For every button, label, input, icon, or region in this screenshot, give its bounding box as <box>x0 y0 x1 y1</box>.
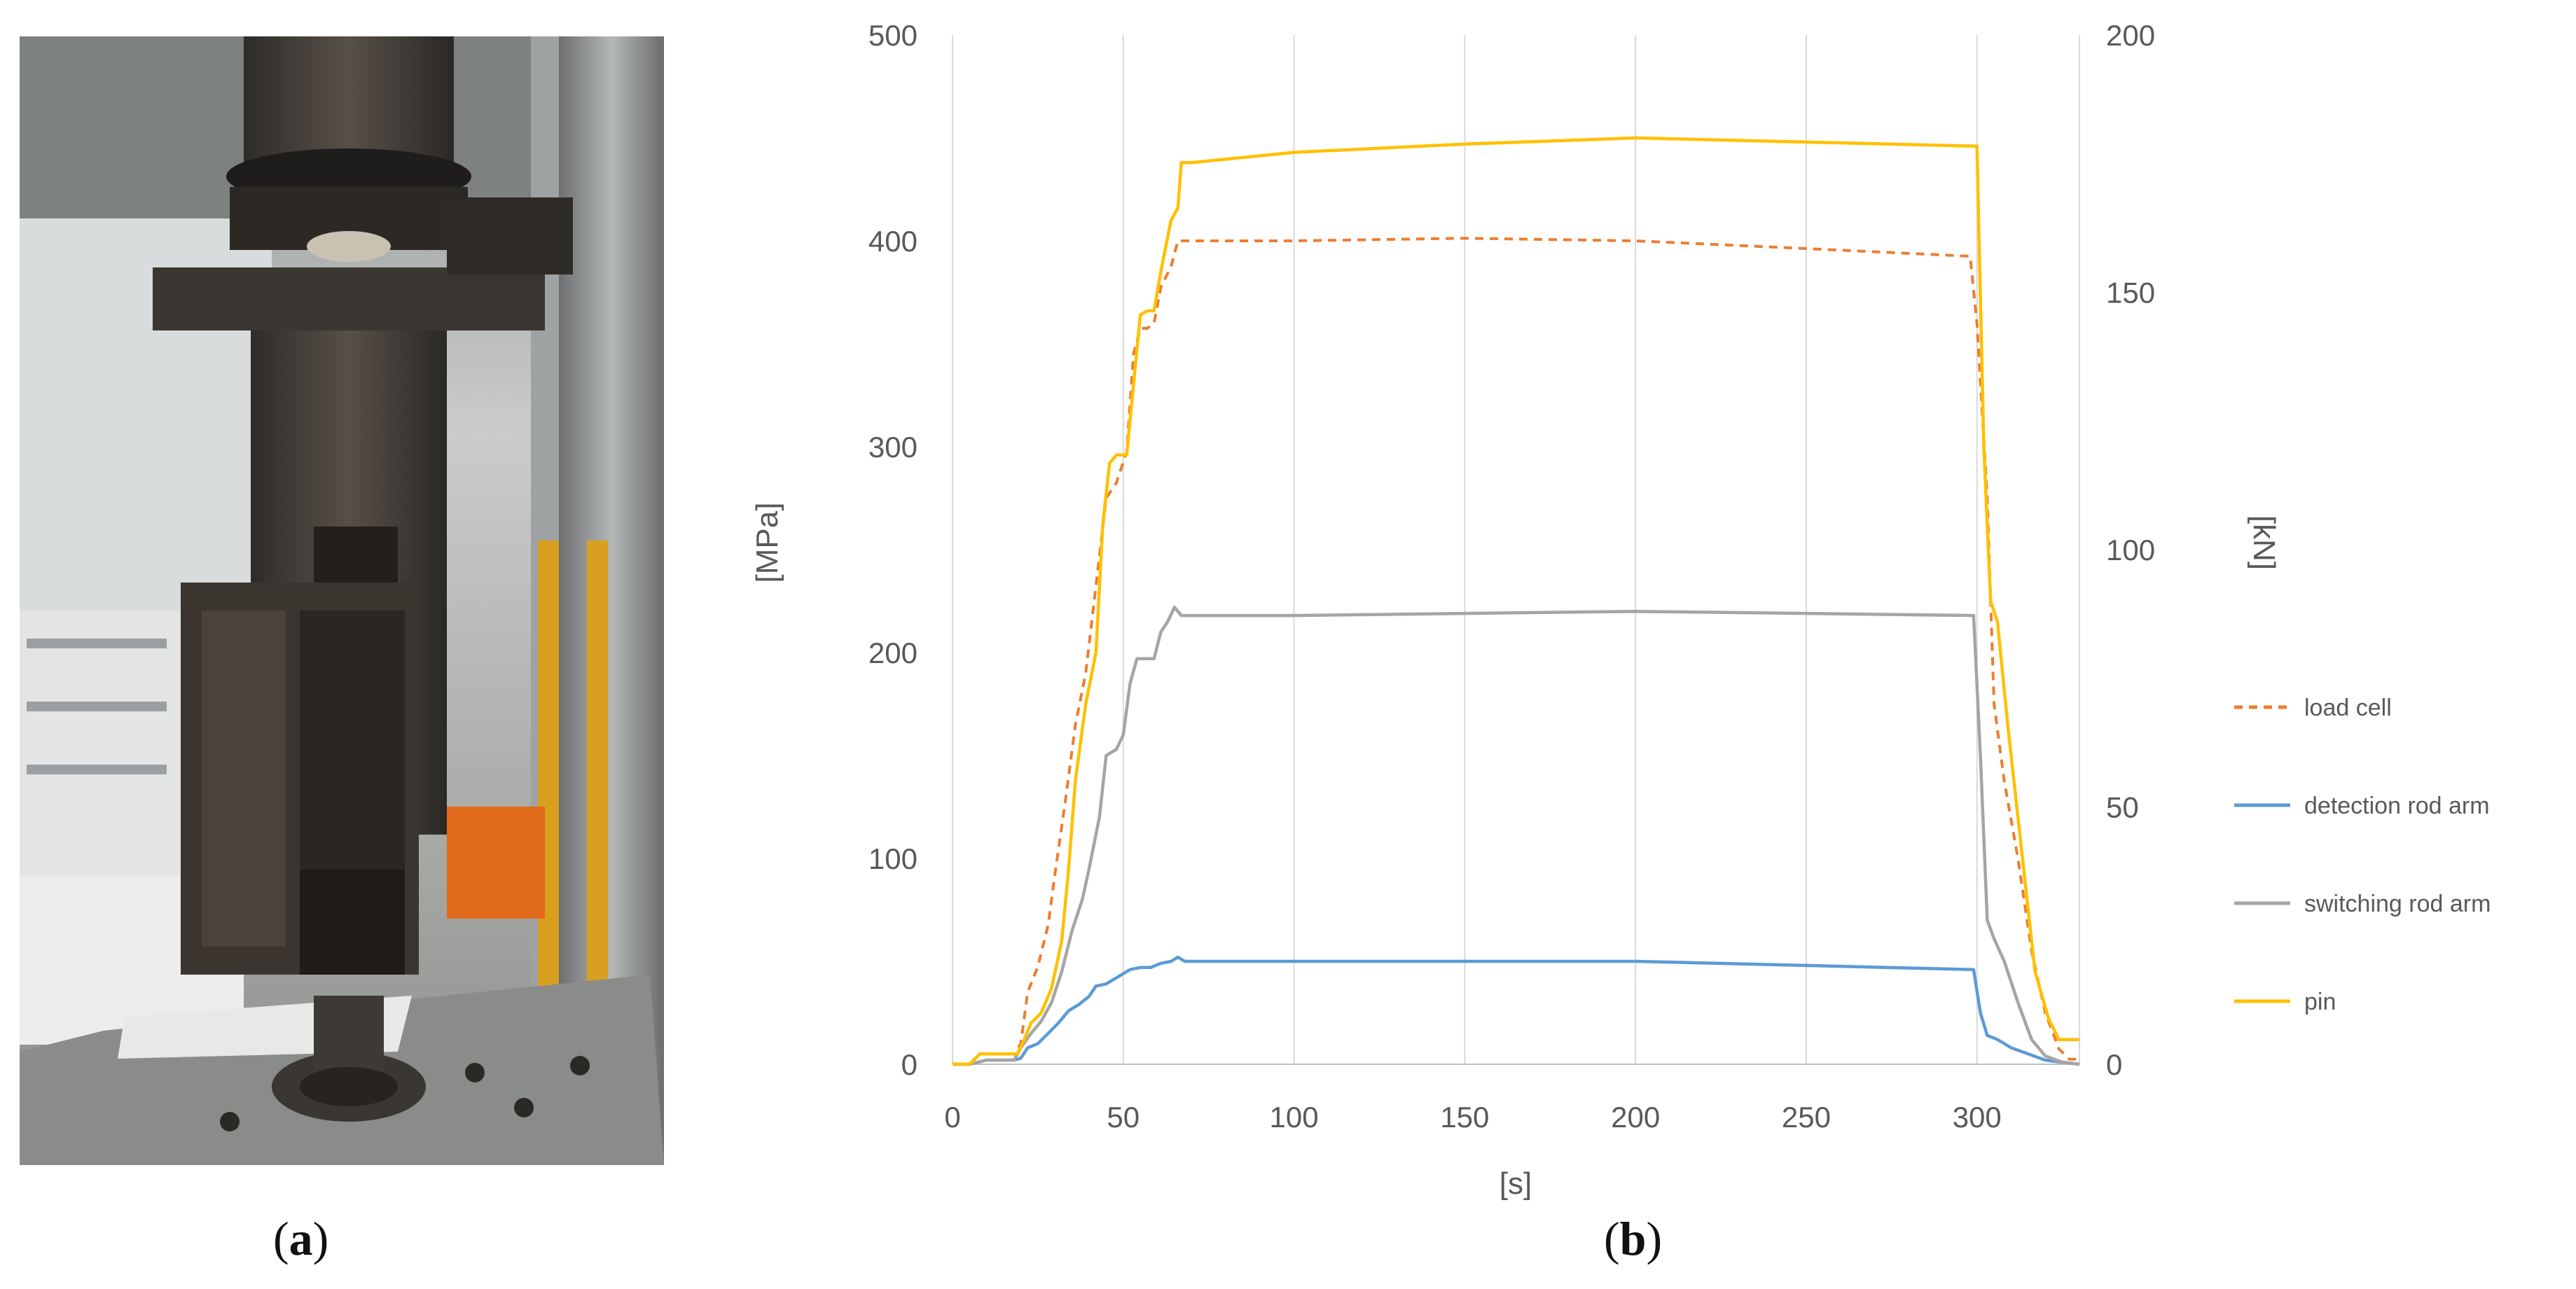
legend-label-3: pin <box>2304 989 2336 1015</box>
y-tick-label-left-3: 300 <box>868 431 917 464</box>
series-line-0 <box>953 237 2079 1066</box>
x-tick-label-3: 150 <box>1440 1101 1489 1134</box>
y-tick-label-right-0: 0 <box>2106 1048 2122 1081</box>
y-tick-label-right-4: 200 <box>2106 19 2155 52</box>
y-tick-label-left-5: 500 <box>868 19 917 52</box>
series-line-2 <box>953 606 2080 1066</box>
y-tick-label-left-1: 100 <box>868 842 917 875</box>
legend-label-2: switching rod arm <box>2304 891 2491 917</box>
series-line-3 <box>953 136 2079 1066</box>
x-tick-label-1: 50 <box>1107 1101 1140 1134</box>
panel-b-caption: (b) <box>1604 1212 1663 1265</box>
y-tick-label-right-3: 150 <box>2106 277 2155 309</box>
chart-gridlines <box>1122 35 2080 1064</box>
y-axis-label-left: [MPa] <box>750 503 784 583</box>
hydraulic-test-press-photo <box>20 36 664 1165</box>
y-tick-label-right-1: 50 <box>2106 791 2139 824</box>
x-axis-label: [s] <box>1500 1166 1532 1201</box>
x-tick-label-2: 100 <box>1270 1101 1319 1134</box>
panel-b-caption-letter: b <box>1619 1212 1647 1265</box>
chart-legend: load cell detection rod arm switching rod … <box>2234 695 2491 1015</box>
legend-label-1: detection rod arm <box>2304 793 2490 819</box>
y-tick-label-left-0: 0 <box>901 1048 917 1081</box>
panel-a-caption-letter: a <box>289 1212 313 1265</box>
x-tick-label-6: 300 <box>1953 1101 2002 1134</box>
x-tick-label-0: 0 <box>944 1101 960 1134</box>
line-chart: 0 50 100 150 200 250 300 0 100 200 300 400 500 0 50 100… <box>750 19 2491 1201</box>
panel-a-caption: (a) <box>273 1212 329 1265</box>
chart-axes: 0 50 100 150 200 250 300 0 100 200 300 400 500 0 50 100… <box>868 19 2155 1134</box>
legend-label-0: load cell <box>2304 695 2392 721</box>
chart-series <box>953 136 2080 1066</box>
y-tick-label-right-2: 100 <box>2106 534 2155 566</box>
y-axis-label-right: [kN] <box>2247 515 2281 570</box>
series-line-1 <box>953 955 2080 1066</box>
y-tick-label-left-2: 200 <box>868 636 917 669</box>
x-tick-label-4: 200 <box>1611 1101 1660 1134</box>
y-tick-label-left-4: 400 <box>868 225 917 258</box>
x-tick-label-5: 250 <box>1782 1101 1831 1134</box>
